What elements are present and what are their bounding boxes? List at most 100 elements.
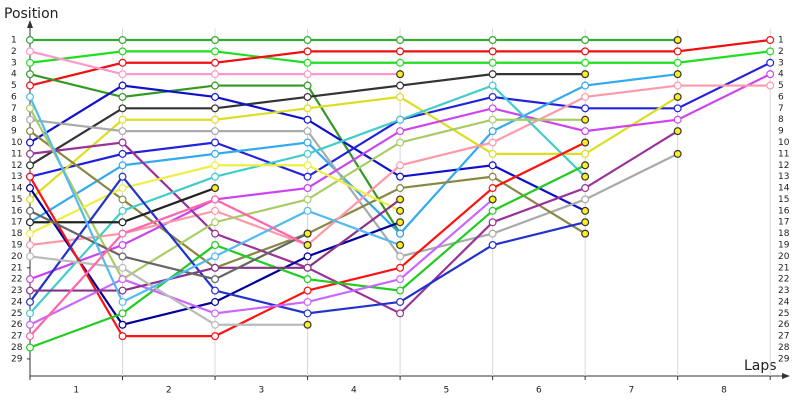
y-tick-label: 20 xyxy=(11,252,23,262)
y-tick-label: 2 xyxy=(11,47,17,57)
position-marker xyxy=(118,206,127,215)
position-marker xyxy=(303,104,312,113)
position-marker xyxy=(211,184,220,193)
position-marker xyxy=(303,149,312,158)
position-marker xyxy=(396,58,405,67)
position-marker xyxy=(26,343,35,352)
position-marker xyxy=(26,115,35,124)
position-marker xyxy=(396,138,405,147)
position-marker xyxy=(211,161,220,170)
y-tick-label: 18 xyxy=(11,229,23,239)
position-marker xyxy=(488,70,497,79)
position-marker xyxy=(211,104,220,113)
y-tick-label: 1 xyxy=(11,35,17,45)
position-marker xyxy=(211,127,220,136)
position-marker xyxy=(211,206,220,215)
position-marker xyxy=(581,229,590,238)
y-tick-label-right: 14 xyxy=(778,184,790,194)
y-tick-label: 4 xyxy=(11,70,17,80)
y-tick-label-right: 13 xyxy=(778,172,789,182)
x-tick-label: 8 xyxy=(721,386,727,396)
position-marker xyxy=(26,161,35,170)
axis-arrow xyxy=(27,20,33,28)
position-marker xyxy=(581,184,590,193)
position-marker xyxy=(303,206,312,215)
position-marker xyxy=(211,58,220,67)
y-tick-label: 23 xyxy=(11,286,22,296)
position-marker xyxy=(118,218,127,227)
position-marker xyxy=(118,47,127,56)
position-marker xyxy=(488,104,497,113)
y-tick-label-right: 2 xyxy=(778,47,784,57)
position-marker xyxy=(673,104,682,113)
position-marker xyxy=(396,241,405,250)
position-marker xyxy=(766,58,775,67)
y-tick-label-right: 21 xyxy=(778,263,789,273)
position-marker xyxy=(396,218,405,227)
position-marker xyxy=(303,241,312,250)
position-marker xyxy=(118,81,127,90)
x-tick-label: 7 xyxy=(629,386,635,396)
position-marker xyxy=(396,252,405,261)
y-tick-label-right: 15 xyxy=(778,195,789,205)
position-marker xyxy=(303,252,312,261)
position-marker xyxy=(581,104,590,113)
position-marker xyxy=(396,297,405,306)
position-marker xyxy=(673,115,682,124)
y-tick-label-right: 18 xyxy=(778,229,790,239)
position-marker xyxy=(488,138,497,147)
y-tick-label-right: 4 xyxy=(778,70,784,80)
x-tick-label: 3 xyxy=(258,386,264,396)
position-marker xyxy=(118,184,127,193)
x-tick-label: 6 xyxy=(536,386,542,396)
position-marker xyxy=(303,184,312,193)
position-marker xyxy=(211,332,220,341)
x-tick-label: 1 xyxy=(73,386,79,396)
y-axis-label: Position xyxy=(4,6,59,22)
position-marker xyxy=(396,70,405,79)
position-marker xyxy=(26,35,35,44)
position-marker xyxy=(396,275,405,284)
y-tick-label-right: 20 xyxy=(778,252,790,262)
position-marker xyxy=(581,81,590,90)
position-marker xyxy=(211,241,220,250)
y-tick-label-right: 16 xyxy=(778,206,790,216)
position-line xyxy=(29,95,679,201)
position-marker xyxy=(211,92,220,101)
position-marker xyxy=(581,70,590,79)
position-marker xyxy=(118,58,127,67)
position-marker xyxy=(118,70,127,79)
position-marker xyxy=(26,286,35,295)
position-marker xyxy=(211,263,220,272)
position-line xyxy=(29,118,679,258)
y-tick-label: 27 xyxy=(11,332,22,342)
y-tick-label-right: 17 xyxy=(778,218,789,228)
position-marker xyxy=(396,92,405,101)
position-marker xyxy=(766,35,775,44)
position-marker xyxy=(303,35,312,44)
position-marker xyxy=(303,47,312,56)
position-marker xyxy=(766,70,775,79)
position-marker xyxy=(303,195,312,204)
position-marker xyxy=(303,138,312,147)
position-marker xyxy=(26,104,35,113)
position-marker xyxy=(211,149,220,158)
position-marker xyxy=(673,92,682,101)
position-marker xyxy=(211,35,220,44)
y-tick-label-right: 26 xyxy=(778,320,790,330)
position-marker xyxy=(673,149,682,158)
y-tick-label-right: 27 xyxy=(778,332,789,342)
position-marker xyxy=(581,149,590,158)
position-marker xyxy=(118,104,127,113)
position-marker xyxy=(581,58,590,67)
position-marker xyxy=(581,115,590,124)
position-marker xyxy=(581,138,590,147)
position-marker xyxy=(211,138,220,147)
position-marker xyxy=(488,47,497,56)
position-marker xyxy=(118,241,127,250)
y-tick-label-right: 9 xyxy=(778,127,784,137)
position-marker xyxy=(303,275,312,284)
position-marker xyxy=(118,297,127,306)
position-marker xyxy=(118,332,127,341)
